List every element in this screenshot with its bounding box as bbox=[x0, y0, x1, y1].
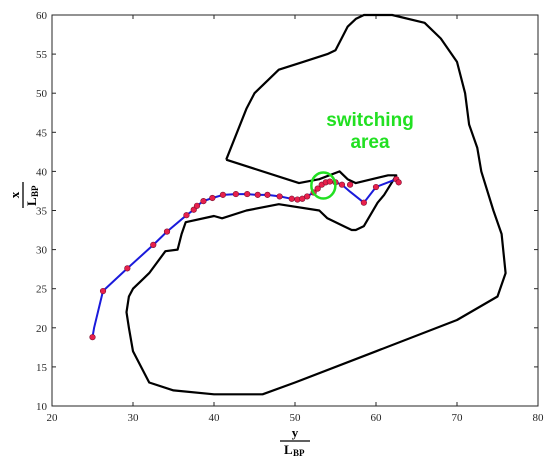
y-tick-label: 60 bbox=[36, 10, 48, 22]
y-tick-label: 25 bbox=[36, 284, 48, 296]
y-tick-label: 35 bbox=[36, 206, 48, 218]
trajectory-point bbox=[219, 191, 227, 198]
x-axis-label-numerator: y bbox=[292, 425, 299, 440]
boundary-outline bbox=[125, 13, 507, 396]
x-axis-label: y L BP bbox=[280, 425, 310, 458]
trajectory-point bbox=[99, 287, 107, 295]
trajectory-point bbox=[395, 179, 402, 186]
trajectory-point bbox=[244, 190, 251, 198]
y-axis-label: x L BP bbox=[7, 182, 40, 208]
switching-area-circle bbox=[310, 171, 337, 200]
trajectory-point bbox=[124, 265, 131, 272]
trajectory-point bbox=[299, 195, 306, 202]
trajectory-point bbox=[190, 206, 197, 213]
trajectory-point bbox=[360, 199, 367, 206]
trajectory-point bbox=[346, 181, 354, 188]
switching-area-label: area bbox=[350, 132, 390, 153]
x-tick-label: 30 bbox=[128, 412, 140, 424]
trajectory-point bbox=[276, 193, 283, 200]
trajectory-point bbox=[193, 202, 201, 209]
x-tick-label: 20 bbox=[47, 412, 59, 424]
x-tick-label: 50 bbox=[290, 412, 302, 424]
y-tick-label: 10 bbox=[36, 401, 48, 413]
trajectory-point bbox=[150, 241, 157, 249]
y-tick-label: 50 bbox=[36, 88, 48, 100]
trajectory-point bbox=[254, 191, 261, 198]
plot-area bbox=[51, 14, 539, 407]
x-axis-label-denominator: L bbox=[284, 442, 293, 457]
x-tick-label: 80 bbox=[533, 412, 545, 424]
trajectory-point bbox=[232, 190, 239, 198]
trajectory-point bbox=[183, 212, 190, 219]
x-tick-label: 70 bbox=[452, 412, 464, 424]
trajectory-point bbox=[288, 195, 295, 202]
y-axis-label-numerator: x bbox=[7, 191, 22, 198]
y-tick-label: 55 bbox=[36, 49, 48, 61]
trajectory-point bbox=[163, 228, 171, 235]
x-tick-label: 40 bbox=[209, 412, 221, 424]
x-tick-label: 60 bbox=[371, 412, 383, 424]
trajectory-point bbox=[209, 194, 216, 202]
y-axis-label-denominator-sub: BP bbox=[30, 185, 40, 197]
trajectory-point bbox=[314, 185, 321, 192]
trajectory-point bbox=[372, 183, 380, 191]
trajectory-point bbox=[200, 198, 207, 205]
trajectory-point bbox=[326, 178, 333, 185]
switching-area-label: switching bbox=[326, 110, 414, 131]
axis-ticks: 20 30 40 50 60 70 80 10 15 20 25 30 35 40 45 50 55 60 bbox=[36, 10, 544, 424]
y-tick-label: 20 bbox=[36, 323, 48, 335]
x-axis-label-denominator-sub: BP bbox=[293, 448, 305, 458]
trajectory-point bbox=[264, 191, 271, 198]
boundary-layer bbox=[125, 13, 507, 396]
y-tick-label: 40 bbox=[36, 166, 48, 178]
y-axis-label-denominator: L bbox=[24, 197, 39, 206]
y-tick-label: 45 bbox=[36, 127, 48, 139]
trajectory-point bbox=[304, 193, 311, 200]
trajectory-point bbox=[89, 334, 96, 341]
y-tick-label: 15 bbox=[36, 362, 48, 374]
y-tick-label: 30 bbox=[36, 245, 48, 257]
trajectory-point bbox=[338, 181, 346, 188]
